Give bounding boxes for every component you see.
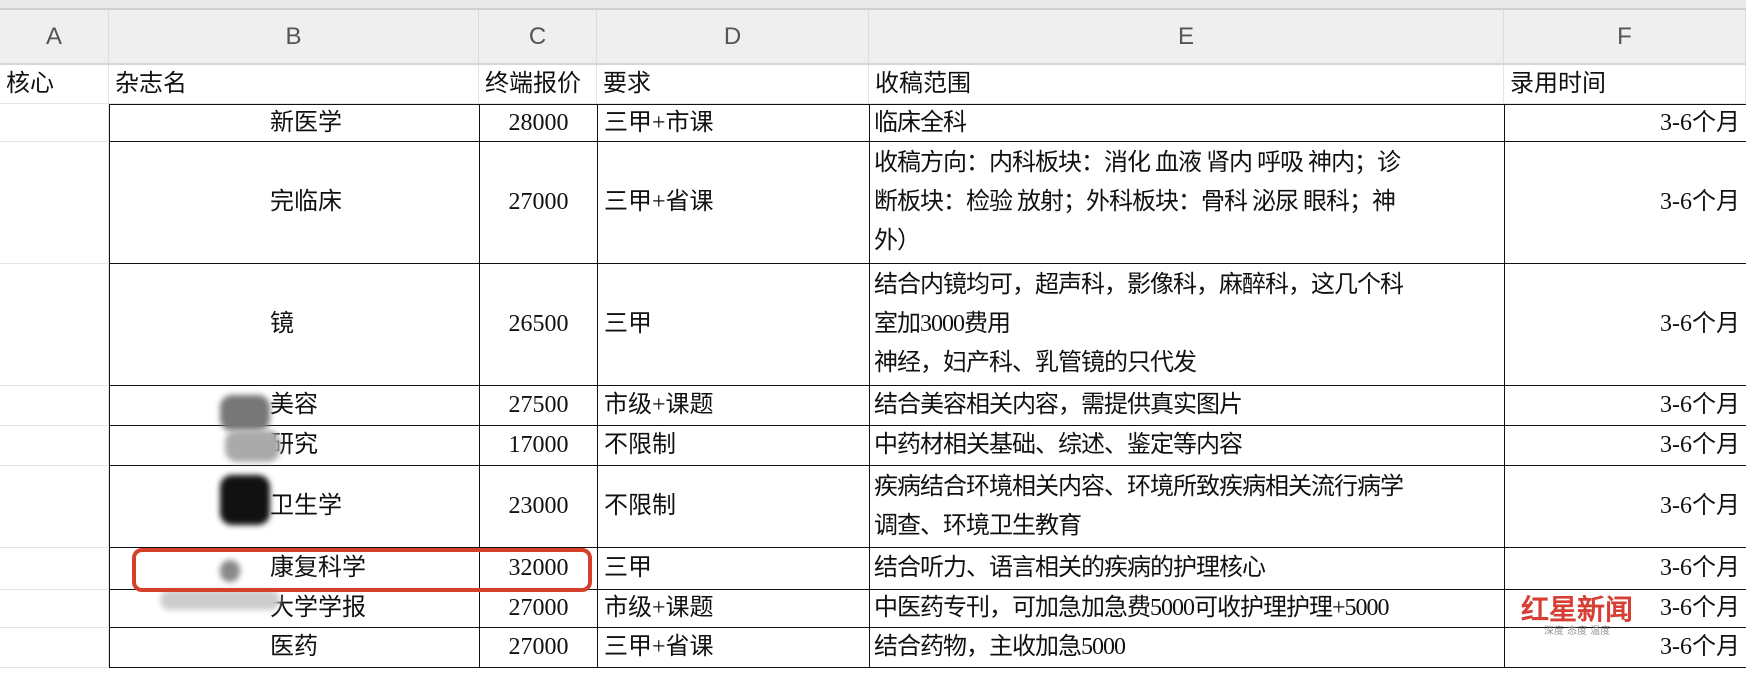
- table-cell-time[interactable]: 3-6个月: [1504, 627, 1746, 668]
- column-header-d[interactable]: D: [597, 10, 869, 65]
- column-header-c[interactable]: C: [479, 10, 597, 65]
- table-cell-name[interactable]: 镜: [109, 263, 480, 386]
- table-cell-req[interactable]: 不限制: [597, 425, 870, 466]
- table-cell-scope[interactable]: 临床全科: [869, 104, 1505, 142]
- header-label[interactable]: 杂志名: [109, 65, 479, 104]
- table-cell-price[interactable]: 27500: [479, 385, 598, 426]
- table-cell-req[interactable]: 三甲+省课: [597, 141, 870, 264]
- table-cell-scope[interactable]: 中药材相关基础、综述、鉴定等内容: [869, 425, 1505, 466]
- table-cell-name[interactable]: 研究: [109, 425, 480, 466]
- table-cell-scope[interactable]: 结合听力、语言相关的疾病的护理核心: [869, 547, 1505, 590]
- table-cell-req[interactable]: 三甲+市课: [597, 104, 870, 142]
- table-cell-name[interactable]: 卫生学: [109, 465, 480, 548]
- table-cell-req[interactable]: 不限制: [597, 465, 870, 548]
- table-cell-req[interactable]: 三甲: [597, 547, 870, 590]
- highlight-ring: [132, 548, 592, 592]
- header-label[interactable]: 录用时间: [1504, 65, 1746, 104]
- table-cell-name[interactable]: 完临床: [109, 141, 480, 264]
- redaction-blur: [220, 395, 270, 431]
- table-cell-core[interactable]: [0, 385, 109, 426]
- column-header-e[interactable]: E: [869, 10, 1504, 65]
- table-cell-core[interactable]: [0, 104, 109, 142]
- table-cell-price[interactable]: 17000: [479, 425, 598, 466]
- table-cell-core[interactable]: [0, 425, 109, 466]
- redaction-blur: [220, 475, 270, 525]
- column-header-b[interactable]: B: [109, 10, 479, 65]
- table-cell-time[interactable]: 3-6个月: [1504, 425, 1746, 466]
- table-cell-core[interactable]: [0, 141, 109, 264]
- redaction-blur: [225, 430, 280, 462]
- table-cell-req[interactable]: 市级+课题: [597, 385, 870, 426]
- watermark-tagline: 深度 态度 温度: [1543, 626, 1611, 637]
- table-cell-name[interactable]: 新医学: [109, 104, 480, 142]
- table-cell-scope[interactable]: 收稿方向：内科板块：消化 血液 肾内 呼吸 神内；诊 断板块：检验 放射；外科板…: [869, 141, 1505, 264]
- table-cell-core[interactable]: [0, 547, 109, 590]
- table-cell-time[interactable]: 3-6个月: [1504, 141, 1746, 264]
- table-cell-core[interactable]: [0, 263, 109, 386]
- table-cell-core[interactable]: [0, 465, 109, 548]
- redaction-blur: [160, 590, 280, 610]
- column-header-f[interactable]: F: [1504, 10, 1746, 65]
- table-cell-core[interactable]: [0, 627, 109, 668]
- table-cell-scope[interactable]: 结合美容相关内容，需提供真实图片: [869, 385, 1505, 426]
- header-label[interactable]: 要求: [597, 65, 869, 104]
- table-cell-price[interactable]: 28000: [479, 104, 598, 142]
- tab-bar: [0, 0, 1746, 10]
- header-label[interactable]: 终端报价: [479, 65, 597, 104]
- table-cell-scope[interactable]: 中医药专刊，可加急加急费5000可收护理护理+5000: [869, 589, 1505, 628]
- table-cell-scope[interactable]: 结合药物，主收加急5000: [869, 627, 1505, 668]
- table-cell-time[interactable]: 3-6个月: [1504, 547, 1746, 590]
- table-cell-req[interactable]: 三甲: [597, 263, 870, 386]
- redaction-blur: [220, 560, 240, 582]
- table-cell-price[interactable]: 27000: [479, 589, 598, 628]
- table-cell-scope[interactable]: 结合内镜均可，超声科，影像科，麻醉科，这几个科 室加3000费用 神经，妇产科、…: [869, 263, 1505, 386]
- watermark-logo-text: 红星新闻: [1520, 593, 1633, 626]
- table-cell-time[interactable]: 3-6个月: [1504, 104, 1746, 142]
- table-cell-core[interactable]: [0, 589, 109, 628]
- table-cell-price[interactable]: 27000: [479, 141, 598, 264]
- column-header-a[interactable]: A: [0, 10, 109, 65]
- table-cell-price[interactable]: 26500: [479, 263, 598, 386]
- table-cell-time[interactable]: 3-6个月: [1504, 385, 1746, 426]
- table-cell-req[interactable]: 三甲+省课: [597, 627, 870, 668]
- table-cell-price[interactable]: 27000: [479, 627, 598, 668]
- table-cell-time[interactable]: 3-6个月: [1504, 465, 1746, 548]
- table-cell-req[interactable]: 市级+课题: [597, 589, 870, 628]
- table-cell-name[interactable]: 美容: [109, 385, 480, 426]
- header-label[interactable]: 收稿范围: [869, 65, 1504, 104]
- table-cell-time[interactable]: 3-6个月: [1504, 263, 1746, 386]
- header-label[interactable]: 核心: [0, 65, 109, 104]
- watermark-logo: 红星新闻 深度 态度 温度: [1512, 594, 1642, 638]
- table-cell-scope[interactable]: 疾病结合环境相关内容、环境所致疾病相关流行病学 调查、环境卫生教育: [869, 465, 1505, 548]
- table-cell-price[interactable]: 23000: [479, 465, 598, 548]
- table-cell-name[interactable]: 医药: [109, 627, 480, 668]
